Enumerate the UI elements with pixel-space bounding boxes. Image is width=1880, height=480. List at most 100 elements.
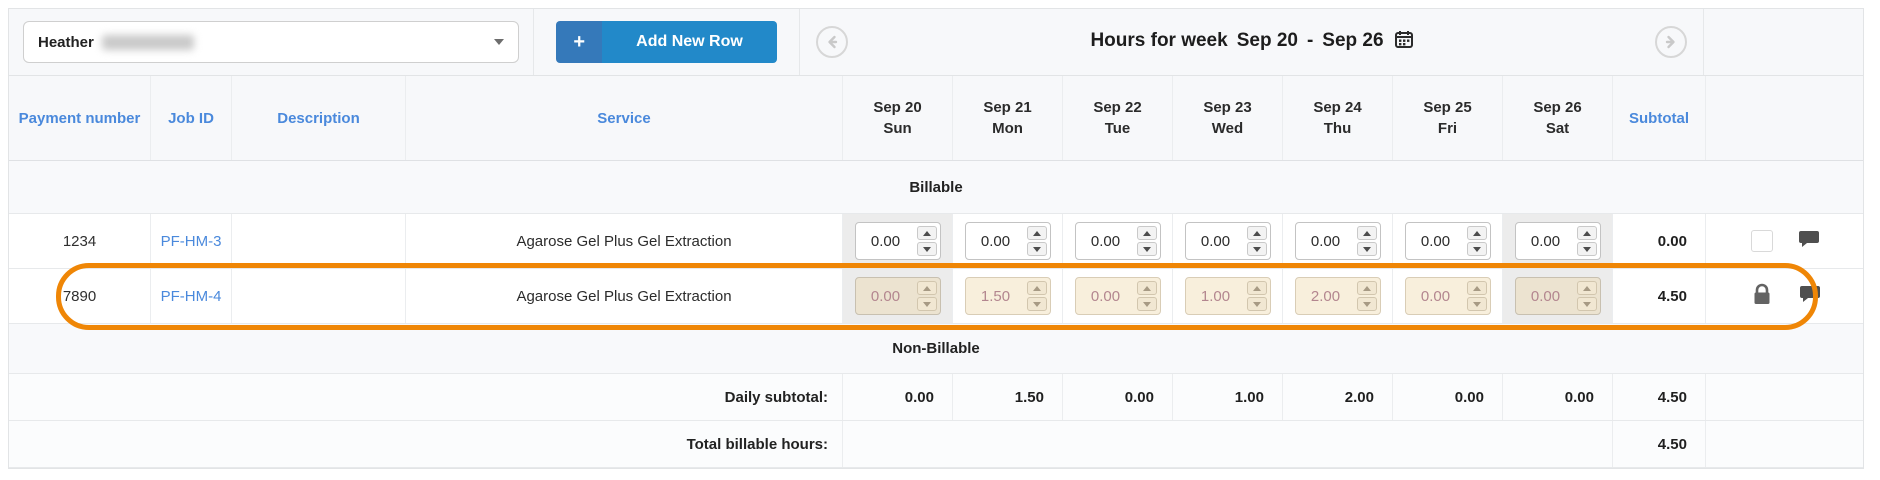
comment-icon[interactable]	[1798, 230, 1819, 252]
week-range-separator: -	[1306, 30, 1314, 51]
user-select[interactable]: Heather	[23, 21, 519, 63]
chevron-down-icon	[494, 39, 504, 45]
daily-subtotal-row: Daily subtotal: 0.00 1.50 0.00 1.00 2.00…	[9, 374, 1863, 421]
service-name: Agarose Gel Plus Gel Extraction	[406, 214, 843, 268]
hours-cell-thu	[1283, 269, 1393, 323]
daily-subtotal-tue: 0.00	[1063, 374, 1173, 420]
spinner-up-icon[interactable]	[1246, 226, 1267, 240]
spinner-up-icon	[1356, 281, 1377, 295]
daily-subtotal-actions-spacer	[1706, 374, 1863, 420]
toolbar: Heather + Add New Row Hours for week Sep…	[9, 9, 1863, 76]
calendar-icon[interactable]	[1394, 30, 1413, 54]
header-day-sun: Sep 20 Sun	[843, 76, 953, 160]
hours-cell-tue	[1063, 269, 1173, 323]
spinner-up-icon[interactable]	[1026, 226, 1047, 240]
daily-subtotal-label: Daily subtotal:	[9, 374, 843, 420]
hours-cell-tue	[1063, 214, 1173, 268]
header-description: Description	[232, 76, 406, 160]
hours-cell-wed	[1173, 214, 1283, 268]
daily-subtotal-mon: 1.50	[953, 374, 1063, 420]
row-subtotal: 0.00	[1613, 214, 1706, 268]
spinner-down-icon	[1356, 297, 1377, 311]
header-day-fri: Sep 25 Fri	[1393, 76, 1503, 160]
header-day-tue: Sep 22 Tue	[1063, 76, 1173, 160]
hours-cell-mon	[953, 214, 1063, 268]
hours-cell-sun	[843, 269, 953, 323]
timesheet-table: Heather + Add New Row Hours for week Sep…	[8, 8, 1864, 469]
row-subtotal: 4.50	[1613, 269, 1706, 323]
row-checkbox[interactable]	[1750, 230, 1773, 252]
row-actions	[1706, 269, 1863, 323]
spinner-down-icon	[1466, 297, 1487, 311]
previous-week-button[interactable]	[816, 26, 848, 58]
spinner-down-icon	[1246, 297, 1267, 311]
header-service: Service	[406, 76, 843, 160]
spinner-up-icon[interactable]	[916, 226, 937, 240]
next-week-button[interactable]	[1655, 26, 1687, 58]
spinner-down-icon[interactable]	[1246, 242, 1267, 256]
payment-number: 1234	[9, 214, 151, 268]
section-billable: Billable	[9, 161, 1863, 214]
spinner-up-icon	[1246, 281, 1267, 295]
daily-subtotal-fri: 0.00	[1393, 374, 1503, 420]
add-row-cell: + Add New Row	[534, 9, 800, 75]
total-billable-row: Total billable hours: 4.50	[9, 421, 1863, 468]
daily-subtotal-total: 4.50	[1613, 374, 1706, 420]
spinner-down-icon[interactable]	[1576, 242, 1597, 256]
header-job-id: Job ID	[151, 76, 232, 160]
hours-cell-sun	[843, 214, 953, 268]
week-start-date: Sep 20	[1236, 30, 1298, 51]
daily-subtotal-wed: 1.00	[1173, 374, 1283, 420]
week-title-prefix: Hours for week	[1090, 30, 1228, 51]
total-billable-label: Total billable hours:	[9, 421, 843, 467]
header-day-wed: Sep 23 Wed	[1173, 76, 1283, 160]
payment-number: 7890	[9, 269, 151, 323]
spinner-up-icon	[1576, 281, 1597, 295]
spinner-down-icon[interactable]	[1356, 242, 1377, 256]
daily-subtotal-thu: 2.00	[1283, 374, 1393, 420]
spinner-up-icon[interactable]	[1136, 226, 1157, 240]
header-day-mon: Sep 21 Mon	[953, 76, 1063, 160]
hours-cell-sat	[1503, 214, 1613, 268]
add-new-row-label: Add New Row	[602, 21, 777, 63]
timesheet-row-1: 1234 PF-HM-3 Agarose Gel Plus Gel Extrac…	[9, 214, 1863, 269]
job-id-link[interactable]: PF-HM-3	[160, 232, 222, 250]
spinner-up-icon	[916, 281, 937, 295]
comment-icon[interactable]	[1799, 285, 1820, 307]
spinner-down-icon	[1576, 297, 1597, 311]
spinner-down-icon[interactable]	[916, 242, 937, 256]
total-billable-value: 4.50	[1613, 421, 1706, 467]
daily-subtotal-sun: 0.00	[843, 374, 953, 420]
hours-cell-sat	[1503, 269, 1613, 323]
spinner-down-icon	[916, 297, 937, 311]
section-non-billable: Non-Billable	[9, 324, 1863, 374]
plus-icon: +	[556, 21, 603, 63]
spinner-up-icon	[1026, 281, 1047, 295]
job-id-link[interactable]: PF-HM-4	[160, 287, 222, 305]
spinner-up-icon[interactable]	[1466, 226, 1487, 240]
arrow-left-icon	[828, 35, 838, 49]
week-title: Hours for week Sep 20 - Sep 26	[1090, 30, 1413, 54]
header-subtotal: Subtotal	[1613, 76, 1706, 160]
spinner-down-icon[interactable]	[1466, 242, 1487, 256]
header-payment-number: Payment number	[9, 76, 151, 160]
spinner-up-icon	[1466, 281, 1487, 295]
lock-icon	[1750, 282, 1774, 310]
spinner-up-icon[interactable]	[1576, 226, 1597, 240]
hours-cell-mon	[953, 269, 1063, 323]
spinner-up-icon	[1136, 281, 1157, 295]
add-new-row-button[interactable]: + Add New Row	[556, 21, 777, 63]
description-cell	[232, 269, 406, 323]
redacted-surname	[101, 34, 194, 50]
spinner-up-icon[interactable]	[1356, 226, 1377, 240]
description-cell	[232, 214, 406, 268]
header-day-thu: Sep 24 Thu	[1283, 76, 1393, 160]
hours-input-disabled	[1514, 277, 1601, 315]
user-name: Heather	[38, 33, 94, 51]
total-billable-days-spacer	[843, 421, 1613, 467]
service-name: Agarose Gel Plus Gel Extraction	[406, 269, 843, 323]
header-day-sat: Sep 26 Sat	[1503, 76, 1613, 160]
hours-cell-thu	[1283, 214, 1393, 268]
spinner-down-icon[interactable]	[1026, 242, 1047, 256]
spinner-down-icon[interactable]	[1136, 242, 1157, 256]
